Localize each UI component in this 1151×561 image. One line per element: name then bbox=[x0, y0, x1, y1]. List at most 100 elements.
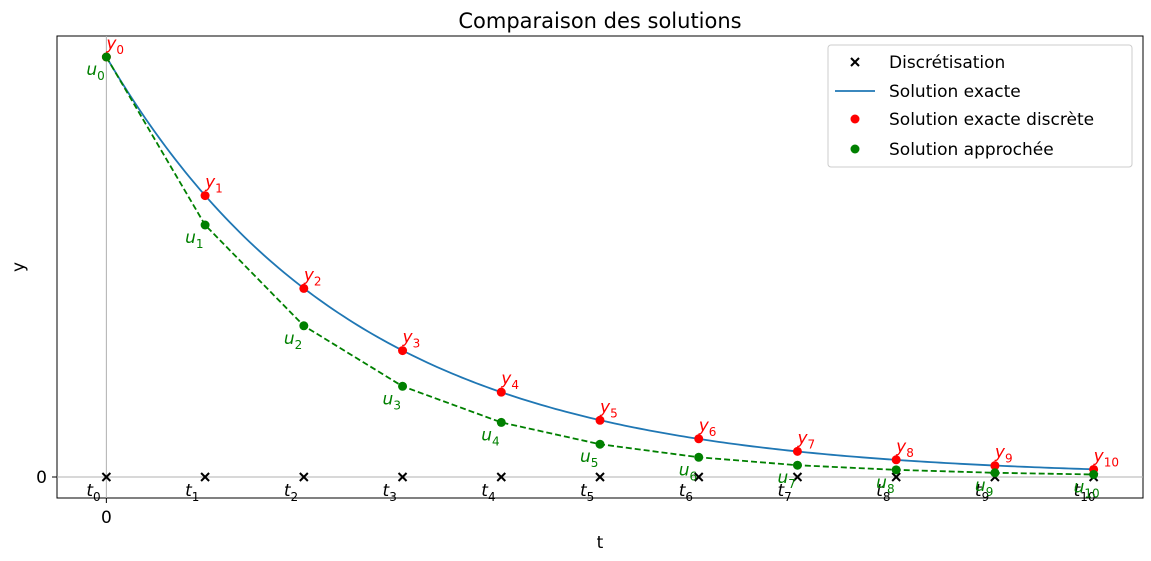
approx-label-base: u bbox=[185, 228, 196, 248]
legend-entry-label: Solution exacte bbox=[889, 82, 1021, 102]
y-axis-label: y bbox=[9, 262, 29, 272]
discretisation-label-sub: 6 bbox=[685, 490, 693, 504]
exact-discrete-point bbox=[792, 446, 802, 456]
approx-label: u6 bbox=[679, 460, 697, 483]
discretisation-label: t3 bbox=[383, 481, 397, 504]
plot-frame bbox=[56, 35, 1144, 499]
discretisation-label-sub: 5 bbox=[587, 490, 595, 504]
legend: Discrétisation Solution exacte Solution ex… bbox=[827, 44, 1133, 168]
discretisation-marker-stroke-b bbox=[200, 472, 210, 482]
exact-discrete-point bbox=[398, 346, 408, 356]
approx-label-base: u bbox=[975, 476, 986, 496]
exact-discrete-label-sub: 1 bbox=[215, 182, 223, 196]
approx-label-base: u bbox=[383, 389, 394, 409]
discretisation-label: t10 bbox=[1074, 481, 1096, 504]
discretisation-label-base: t bbox=[777, 481, 785, 501]
approx-label: u3 bbox=[383, 389, 401, 412]
approx-label: u1 bbox=[185, 228, 203, 251]
exact-discrete-label: y6 bbox=[698, 416, 717, 439]
discretisation-label: t9 bbox=[975, 481, 989, 504]
approx-label-base: u bbox=[580, 447, 591, 467]
discretisation-marker bbox=[299, 472, 309, 482]
approx-label-base: u bbox=[777, 468, 788, 488]
approx-label-sub: 2 bbox=[295, 338, 303, 352]
approx-label-base: u bbox=[679, 460, 690, 480]
y-tick-label: 0 bbox=[36, 468, 47, 488]
approx-label: u4 bbox=[481, 425, 499, 448]
exact-discrete-label-sub: 7 bbox=[808, 437, 816, 451]
exact-discrete-label: y3 bbox=[402, 328, 421, 351]
approx-point bbox=[694, 452, 704, 462]
approx-point bbox=[990, 468, 1000, 478]
exact-discrete-label: y7 bbox=[796, 428, 815, 451]
exact-discrete-label-sub: 2 bbox=[314, 274, 322, 288]
discretisation-label-base: t bbox=[876, 481, 884, 501]
discretisation-marker-stroke-b bbox=[792, 472, 803, 482]
legend-box bbox=[827, 44, 1133, 168]
approx-label: u10 bbox=[1074, 477, 1100, 500]
exact-discrete-label-sub: 9 bbox=[1005, 452, 1013, 466]
approx-label-base: u bbox=[1074, 477, 1085, 497]
exact-discrete-label-base: y bbox=[994, 443, 1006, 463]
discretisation-label-base: t bbox=[1074, 481, 1082, 501]
approx-label-sub: 5 bbox=[591, 456, 599, 470]
approx-label-base: u bbox=[876, 473, 887, 493]
exact-discrete-label-sub: 5 bbox=[610, 406, 618, 420]
discretisation-label-sub: 2 bbox=[290, 490, 298, 504]
exact-discrete-label: y10 bbox=[1093, 446, 1119, 469]
exact-discrete-point bbox=[990, 461, 1000, 471]
approx-point bbox=[299, 321, 309, 331]
discretisation-marker-stroke-b bbox=[101, 472, 112, 482]
exact-discrete-label-base: y bbox=[698, 416, 710, 436]
discretisation-label-base: t bbox=[481, 481, 489, 501]
exact-discrete-label-base: y bbox=[105, 34, 117, 54]
exact-discrete-label-base: y bbox=[1093, 446, 1105, 466]
discretisation-label-base: t bbox=[383, 481, 391, 501]
exact-discrete-label-sub: 4 bbox=[511, 378, 519, 392]
discretisation-label-sub: 1 bbox=[192, 490, 200, 504]
approx-label-sub: 10 bbox=[1084, 486, 1099, 500]
exact-discrete-label: y4 bbox=[500, 369, 519, 392]
exact-discrete-point bbox=[299, 283, 309, 293]
x-tick-label: 0 bbox=[101, 508, 112, 528]
exact-discrete-label: y0 bbox=[105, 34, 124, 57]
discretisation-marker bbox=[101, 472, 112, 482]
approx-label: u2 bbox=[284, 329, 302, 352]
approx-label-sub: 9 bbox=[986, 485, 994, 499]
legend-discretisation-marker bbox=[850, 57, 860, 67]
approx-label-sub: 1 bbox=[196, 237, 204, 251]
approx-label: u9 bbox=[975, 476, 993, 499]
exact-discrete-point bbox=[200, 191, 210, 201]
legend-entry-label: Discrétisation bbox=[889, 53, 1005, 73]
discretisation-label: t2 bbox=[284, 481, 298, 504]
discretisation-label: t4 bbox=[481, 481, 495, 504]
discretisation-marker bbox=[694, 472, 704, 482]
exact-discrete-point bbox=[694, 434, 704, 444]
approx-label-sub: 8 bbox=[887, 482, 895, 496]
discretisation-label-sub: 4 bbox=[488, 490, 496, 504]
legend-discretisation-marker-stroke-b bbox=[850, 57, 860, 67]
discretisation-marker bbox=[792, 472, 803, 482]
exact-discrete-label: y1 bbox=[204, 173, 223, 196]
discretisation-label-base: t bbox=[86, 481, 94, 501]
exact-discrete-label-sub: 10 bbox=[1104, 455, 1119, 469]
legend-entry-label: Solution approchée bbox=[889, 140, 1054, 160]
discretisation-label-base: t bbox=[975, 481, 983, 501]
discretisation-label-sub: 7 bbox=[784, 490, 792, 504]
exact-discrete-label: y8 bbox=[895, 437, 914, 460]
discretisation-marker bbox=[200, 472, 210, 482]
discretisation-marker bbox=[595, 472, 605, 482]
exact-discrete-label: y5 bbox=[599, 397, 618, 420]
discretisation-label: t5 bbox=[580, 481, 594, 504]
legend-approx-marker bbox=[850, 144, 860, 154]
approx-label: u5 bbox=[580, 447, 598, 470]
exact-discrete-label: y9 bbox=[994, 443, 1013, 466]
approx-point bbox=[496, 417, 506, 427]
exact-discrete-point bbox=[496, 387, 506, 397]
exact-discrete-point bbox=[595, 415, 605, 425]
exact-discrete-label-sub: 6 bbox=[709, 425, 717, 439]
exact-discrete-label-base: y bbox=[500, 369, 512, 389]
discretisation-marker-stroke-b bbox=[299, 472, 309, 482]
